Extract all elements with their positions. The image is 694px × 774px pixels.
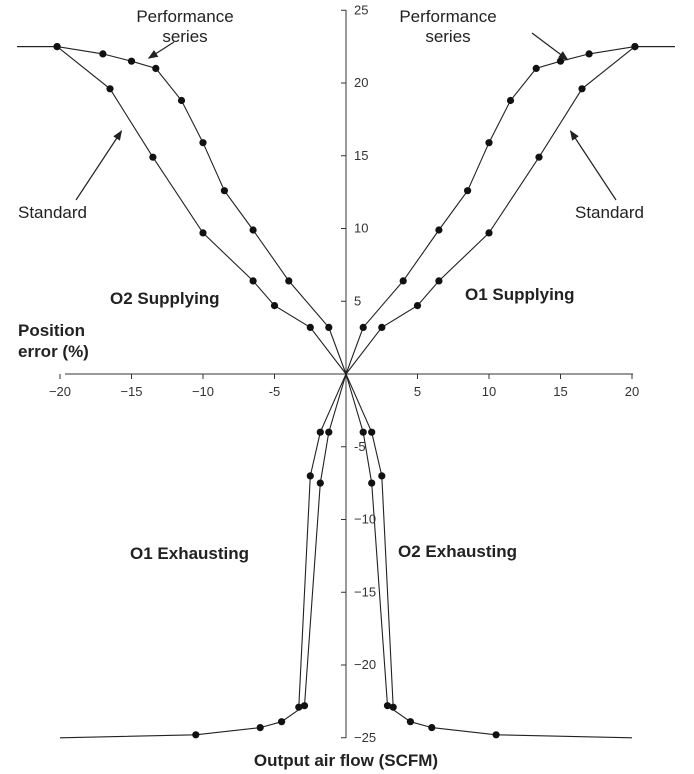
data-point bbox=[535, 153, 543, 161]
series-layer bbox=[17, 43, 675, 739]
data-point bbox=[316, 428, 324, 436]
data-point bbox=[249, 226, 257, 234]
series-line-o1-exhausting-outer bbox=[298, 373, 347, 708]
data-point bbox=[152, 64, 160, 72]
data-point bbox=[578, 85, 586, 93]
data-point bbox=[177, 96, 186, 105]
annotation-arrow bbox=[75, 130, 123, 201]
data-point bbox=[485, 229, 493, 237]
data-point bbox=[199, 229, 207, 237]
data-point bbox=[53, 43, 61, 51]
y-tick-label: -5 bbox=[354, 439, 366, 454]
x-axis-title-line-1: Position bbox=[18, 321, 85, 340]
data-point bbox=[192, 731, 200, 739]
series-line-o2-exhausting-outer bbox=[345, 373, 394, 708]
y-axis-title: Output air flow (SCFM) bbox=[254, 751, 438, 770]
series-line-o1-exhausting-inner bbox=[59, 373, 347, 739]
x-tick-label: −20 bbox=[49, 384, 71, 399]
data-point bbox=[99, 50, 107, 58]
annotation-label: series bbox=[162, 27, 207, 46]
annotation-label: Performance bbox=[399, 7, 496, 26]
y-tick-label: −10 bbox=[354, 512, 376, 527]
data-point bbox=[506, 96, 515, 105]
series-line-o2-supplying-performance bbox=[17, 46, 347, 375]
region-label-o1-exhausting: O1 Exhausting bbox=[130, 544, 249, 563]
data-point bbox=[359, 428, 367, 436]
x-tick-label: 5 bbox=[414, 384, 421, 399]
data-point bbox=[389, 703, 397, 711]
y-tick-label: 15 bbox=[354, 148, 368, 163]
data-point bbox=[270, 302, 279, 310]
data-point bbox=[278, 718, 286, 726]
data-point bbox=[532, 64, 540, 72]
data-point bbox=[556, 57, 565, 65]
data-point bbox=[295, 703, 303, 711]
data-point bbox=[631, 43, 639, 51]
y-tick-label: 25 bbox=[354, 2, 368, 17]
annotation-arrow bbox=[147, 41, 175, 59]
data-point bbox=[368, 479, 376, 487]
region-label-o1-supplying: O1 Supplying bbox=[465, 285, 575, 304]
data-point bbox=[149, 153, 157, 161]
data-point bbox=[127, 57, 136, 65]
x-tick-label: −10 bbox=[192, 384, 214, 399]
annotation-label: Standard bbox=[575, 203, 644, 222]
data-point bbox=[435, 226, 443, 234]
data-point bbox=[316, 479, 324, 487]
y-tick-label: 10 bbox=[354, 221, 368, 236]
tick-layer: −20 −15 −10 -5 5 10 15 20 25 20 15 10 5 -5 −10 −15 −20 −2… bbox=[49, 2, 639, 745]
x-tick-label: 15 bbox=[553, 384, 567, 399]
annotation-label: Standard bbox=[18, 203, 87, 222]
x-tick-label: 20 bbox=[625, 384, 639, 399]
region-label-o2-supplying: O2 Supplying bbox=[110, 289, 220, 308]
annotation-label: series bbox=[425, 27, 470, 46]
y-tick-label: −20 bbox=[354, 657, 376, 672]
data-point bbox=[306, 472, 314, 480]
data-point bbox=[413, 302, 422, 310]
annotation-layer: PerformanceseriesPerformanceseriesStanda… bbox=[18, 7, 644, 222]
y-tick-label: −15 bbox=[354, 584, 376, 599]
data-point bbox=[406, 718, 414, 726]
data-point bbox=[383, 702, 392, 710]
y-tick-label: −25 bbox=[354, 730, 376, 745]
data-point bbox=[464, 187, 472, 195]
data-point bbox=[485, 139, 493, 147]
data-point bbox=[492, 731, 500, 739]
data-point bbox=[285, 277, 293, 285]
data-point bbox=[368, 428, 376, 436]
data-point bbox=[300, 702, 309, 710]
x-tick-label: -5 bbox=[269, 384, 281, 399]
data-point bbox=[359, 323, 367, 331]
data-point bbox=[249, 277, 257, 285]
data-point bbox=[325, 428, 333, 436]
data-point bbox=[378, 472, 386, 480]
data-point bbox=[585, 50, 593, 58]
data-point bbox=[256, 724, 264, 732]
data-point bbox=[220, 187, 228, 195]
x-tick-label: 10 bbox=[482, 384, 496, 399]
series-line-o1-supplying-performance bbox=[345, 46, 675, 375]
y-tick-label: 5 bbox=[354, 293, 361, 308]
annotation-label: Performance bbox=[136, 7, 233, 26]
x-axis-title-line-2: error (%) bbox=[18, 342, 89, 361]
data-point bbox=[306, 323, 314, 331]
data-point bbox=[378, 323, 386, 331]
annotation-arrow bbox=[569, 130, 617, 201]
data-point bbox=[435, 277, 443, 285]
data-point bbox=[399, 277, 407, 285]
data-point bbox=[325, 323, 333, 331]
annotation-arrow bbox=[531, 32, 569, 61]
region-label-o2-exhausting: O2 Exhausting bbox=[398, 542, 517, 561]
data-point bbox=[199, 139, 207, 147]
data-point bbox=[428, 724, 436, 732]
series-line-o2-exhausting-inner bbox=[345, 373, 633, 739]
y-tick-label: 20 bbox=[354, 75, 368, 90]
data-point bbox=[106, 85, 114, 93]
x-tick-label: −15 bbox=[120, 384, 142, 399]
